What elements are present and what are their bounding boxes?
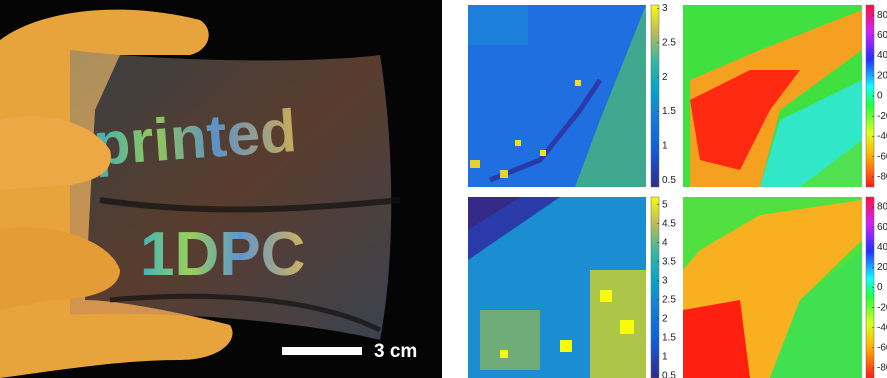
colorbar-tick-label: 80 (877, 202, 887, 213)
colorbar-tick-label: 1.5 (662, 333, 676, 344)
colorbar-tick-label: 0.5 (662, 371, 676, 378)
colorbar-tick-label: -60 (877, 151, 887, 162)
colorbar-tick-label: 4 (662, 237, 668, 248)
figure: printed 1DPC 3 cm (0, 0, 887, 378)
scale-bar-label: 3 cm (374, 341, 417, 362)
photo: printed 1DPC 3 cm (0, 0, 442, 378)
colorbar-tick-label: 40 (877, 50, 887, 61)
colorbar-tick-label: 60 (877, 30, 887, 41)
colorbar-tick-label: -60 (877, 342, 887, 353)
colorbar-tick-label: 1 (662, 140, 668, 151)
colorbar-tick-label: 1 (662, 352, 668, 363)
colorbar-tick-label: -80 (877, 363, 887, 374)
heatmap (468, 197, 646, 378)
heatmap (683, 197, 862, 378)
colorbar-tick-label: 0.5 (662, 175, 676, 186)
heatmap (683, 5, 862, 187)
colorbar-tick-label: 3 (662, 3, 668, 14)
heatmap (468, 5, 646, 187)
colorbar-tick-label: 20 (877, 262, 887, 273)
film-text: 1DPC (140, 220, 305, 289)
colorbar-tick-label: 2.5 (662, 295, 676, 306)
colorbar-tick-label: 1.5 (662, 106, 676, 117)
colorbar-tick-label: -20 (877, 302, 887, 313)
colorbar-tick-label: 40 (877, 242, 887, 253)
colorbar-tick-label: -20 (877, 111, 887, 122)
colorbar-tick-label: 5 (662, 199, 668, 210)
colorbar-tick-label: 60 (877, 222, 887, 233)
colorbar-tick-label: -80 (877, 172, 887, 183)
colorbar-tick-label: 20 (877, 70, 887, 81)
colorbar-tick-label: -40 (877, 322, 887, 333)
colorbar-tick-label: 4.5 (662, 218, 676, 229)
colorbar-tick-label: -40 (877, 131, 887, 142)
colorbar-tick-label: 0 (877, 282, 883, 293)
colorbar (651, 5, 659, 187)
colorbar-tick-label: 2 (662, 314, 668, 325)
colorbar-tick-label: 2 (662, 72, 668, 83)
colorbar-tick-label: 0 (877, 91, 883, 102)
colorbar (651, 197, 659, 378)
film-text: printed (91, 97, 299, 178)
colorbar-tick-label: 80 (877, 10, 887, 21)
colorbar-tick-label: 3 (662, 275, 668, 286)
colorbar-tick-label: 3.5 (662, 256, 676, 267)
colorbar-tick-label: 2.5 (662, 37, 676, 48)
